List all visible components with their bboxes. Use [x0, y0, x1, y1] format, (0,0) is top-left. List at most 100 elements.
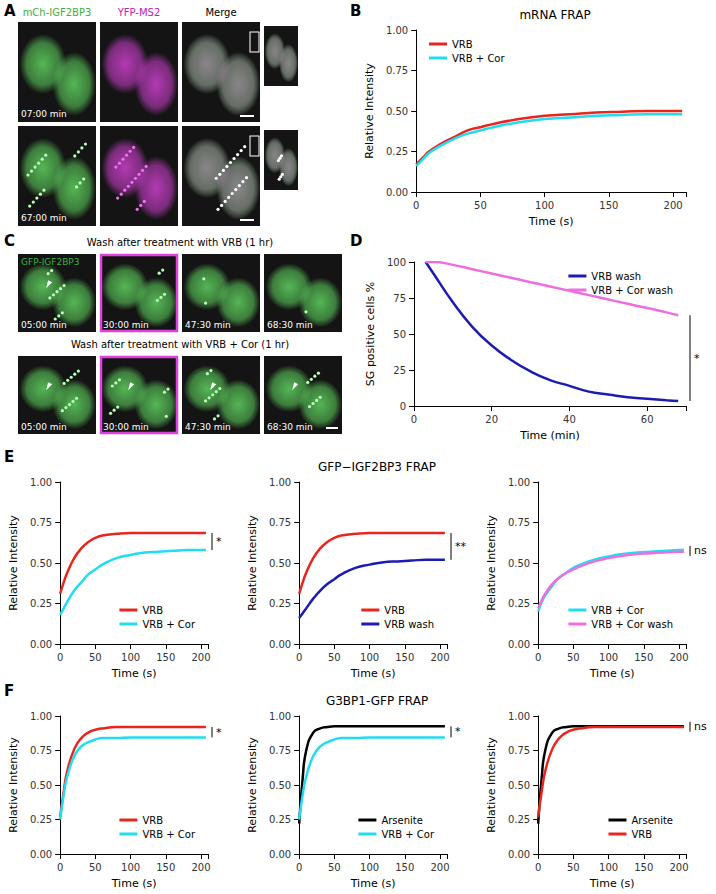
svg-text:50: 50 [393, 329, 406, 340]
svg-text:YFP-MS2: YFP-MS2 [117, 7, 161, 18]
svg-text:Time (s): Time (s) [111, 667, 157, 680]
svg-text:0.50: 0.50 [30, 558, 52, 569]
svg-text:68:30 min: 68:30 min [267, 320, 313, 330]
svg-text:100: 100 [535, 200, 554, 211]
svg-text:1.00: 1.00 [269, 477, 291, 488]
svg-text:0: 0 [400, 401, 406, 412]
svg-text:100: 100 [121, 652, 140, 663]
svg-text:100: 100 [387, 257, 406, 268]
svg-text:07:00 min: 07:00 min [21, 109, 67, 119]
svg-text:0.25: 0.25 [30, 598, 52, 609]
svg-text:Time (s): Time (s) [589, 877, 635, 890]
svg-text:150: 150 [634, 862, 653, 873]
svg-text:Relative Intensity: Relative Intensity [485, 737, 498, 833]
svg-text:0.25: 0.25 [508, 814, 530, 825]
svg-text:Arsenite: Arsenite [381, 815, 423, 826]
svg-text:0.75: 0.75 [269, 745, 291, 756]
svg-text:*: * [455, 725, 461, 738]
svg-text:0.25: 0.25 [508, 598, 530, 609]
svg-text:50: 50 [89, 862, 102, 873]
svg-text:0.50: 0.50 [508, 780, 530, 791]
svg-text:Time (s): Time (s) [111, 877, 157, 890]
svg-text:150: 150 [634, 652, 653, 663]
svg-text:0: 0 [535, 652, 541, 663]
svg-text:0.25: 0.25 [269, 598, 291, 609]
svg-text:0: 0 [411, 414, 417, 425]
svg-text:Wash after treatment with VRB: Wash after treatment with VRB (1 hr) [87, 237, 273, 248]
svg-text:Time (s): Time (s) [528, 215, 574, 228]
svg-text:VRB + Cor: VRB + Cor [452, 53, 505, 64]
svg-text:50: 50 [328, 652, 341, 663]
svg-text:VRB + Cor: VRB + Cor [381, 829, 434, 840]
svg-text:GFP-IGF2BP3: GFP-IGF2BP3 [21, 257, 80, 267]
svg-text:**: ** [455, 540, 467, 553]
svg-text:1.00: 1.00 [508, 477, 530, 488]
svg-text:200: 200 [430, 652, 449, 663]
svg-text:75: 75 [393, 293, 406, 304]
svg-text:0.75: 0.75 [386, 65, 408, 76]
svg-text:0: 0 [296, 862, 302, 873]
svg-text:0.75: 0.75 [508, 745, 530, 756]
svg-text:100: 100 [360, 652, 379, 663]
svg-text:0.00: 0.00 [269, 849, 291, 860]
svg-text:50: 50 [474, 200, 487, 211]
svg-text:0.75: 0.75 [269, 517, 291, 528]
svg-text:0.75: 0.75 [30, 745, 52, 756]
svg-text:100: 100 [599, 862, 618, 873]
svg-text:200: 200 [664, 200, 683, 211]
svg-text:0: 0 [296, 652, 302, 663]
svg-text:ns: ns [694, 720, 707, 733]
svg-text:ns: ns [694, 544, 707, 557]
svg-text:Relative Intensity: Relative Intensity [485, 515, 498, 611]
svg-text:mCh-IGF2BP3: mCh-IGF2BP3 [23, 7, 92, 18]
svg-text:40: 40 [563, 414, 576, 425]
svg-text:VRB: VRB [142, 605, 163, 616]
svg-text:20: 20 [485, 414, 498, 425]
svg-text:VRB: VRB [631, 829, 652, 840]
svg-text:Time (s): Time (s) [589, 667, 635, 680]
svg-text:G3BP1-GFP FRAP: G3BP1-GFP FRAP [326, 694, 428, 708]
svg-text:68:30 min: 68:30 min [267, 422, 313, 432]
svg-text:0.50: 0.50 [269, 558, 291, 569]
svg-text:*: * [216, 535, 222, 548]
svg-text:200: 200 [669, 652, 688, 663]
svg-text:*: * [694, 352, 700, 365]
svg-text:Arsenite: Arsenite [631, 815, 673, 826]
svg-text:0.00: 0.00 [30, 639, 52, 650]
svg-text:50: 50 [567, 652, 580, 663]
svg-text:200: 200 [669, 862, 688, 873]
svg-text:Time (s): Time (s) [350, 667, 396, 680]
svg-text:30:00 min: 30:00 min [103, 422, 149, 432]
svg-text:VRB + Cor: VRB + Cor [142, 619, 195, 630]
svg-text:mRNA FRAP: mRNA FRAP [519, 8, 590, 22]
svg-text:1.00: 1.00 [386, 25, 408, 36]
svg-text:60: 60 [641, 414, 654, 425]
svg-text:200: 200 [430, 862, 449, 873]
svg-text:0.75: 0.75 [30, 517, 52, 528]
svg-text:150: 150 [395, 862, 414, 873]
svg-text:47:30 min: 47:30 min [185, 320, 231, 330]
svg-text:Relative Intensity: Relative Intensity [7, 737, 20, 833]
svg-text:200: 200 [191, 652, 210, 663]
svg-text:67:00 min: 67:00 min [21, 213, 67, 223]
svg-text:0.00: 0.00 [30, 849, 52, 860]
svg-text:0: 0 [535, 862, 541, 873]
svg-text:VRB: VRB [452, 39, 473, 50]
svg-text:100: 100 [121, 862, 140, 873]
svg-text:0: 0 [413, 200, 419, 211]
svg-text:1.00: 1.00 [30, 711, 52, 722]
svg-text:0.00: 0.00 [508, 849, 530, 860]
svg-text:200: 200 [191, 862, 210, 873]
svg-text:VRB + Cor: VRB + Cor [591, 605, 644, 616]
svg-text:VRB + Cor: VRB + Cor [142, 829, 195, 840]
svg-text:1.00: 1.00 [508, 711, 530, 722]
svg-text:Relative Intensity: Relative Intensity [363, 63, 376, 159]
svg-text:0.25: 0.25 [269, 814, 291, 825]
svg-text:50: 50 [567, 862, 580, 873]
svg-text:05:00 min: 05:00 min [21, 422, 67, 432]
svg-text:150: 150 [156, 652, 175, 663]
svg-text:1.00: 1.00 [30, 477, 52, 488]
svg-text:0.50: 0.50 [30, 780, 52, 791]
svg-text:150: 150 [156, 862, 175, 873]
svg-text:0.25: 0.25 [386, 146, 408, 157]
